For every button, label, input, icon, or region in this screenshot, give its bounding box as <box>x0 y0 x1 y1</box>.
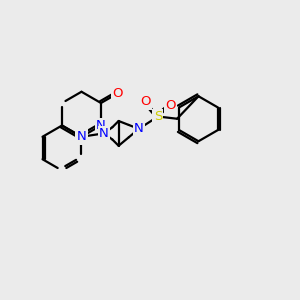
Text: O: O <box>140 95 151 108</box>
Text: N: N <box>99 127 109 140</box>
Text: O: O <box>165 99 175 112</box>
Text: S: S <box>154 110 162 123</box>
Text: N: N <box>134 122 144 135</box>
Text: N: N <box>96 119 106 132</box>
Text: O: O <box>112 87 123 100</box>
Text: N: N <box>76 130 86 143</box>
